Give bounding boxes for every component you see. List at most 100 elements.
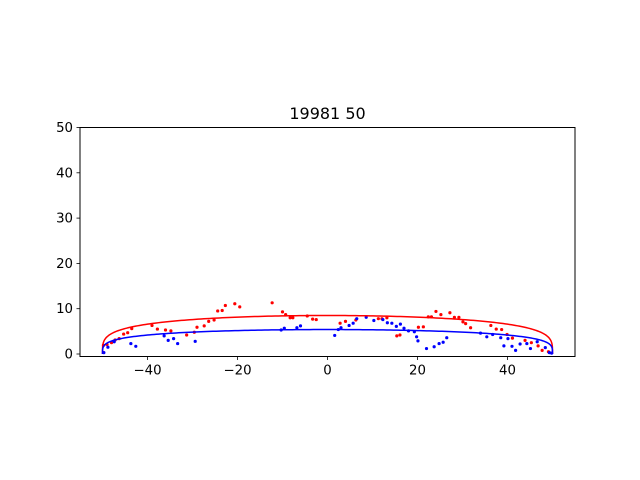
data-point: [339, 326, 343, 330]
data-point: [212, 318, 216, 322]
data-point: [434, 309, 438, 314]
series-curve-2: [101, 314, 554, 355]
data-point: [528, 346, 533, 351]
data-point: [185, 333, 189, 337]
data-point: [298, 324, 303, 328]
data-point: [394, 324, 398, 328]
data-point: [122, 332, 126, 336]
data-point: [207, 319, 211, 323]
data-point: [529, 341, 533, 345]
data-point: [280, 310, 285, 314]
data-point: [372, 318, 376, 323]
data-point: [424, 346, 429, 351]
x-tick-label: 0: [323, 364, 331, 379]
y-tick-label: 0: [65, 348, 73, 363]
data-point: [155, 327, 159, 331]
data-point: [457, 315, 461, 319]
data-point: [485, 335, 489, 339]
data-point: [193, 339, 197, 343]
data-point: [398, 333, 402, 337]
data-point: [338, 321, 342, 325]
data-point: [540, 348, 544, 352]
data-point: [535, 340, 539, 344]
data-point: [469, 326, 473, 330]
data-point: [106, 345, 110, 349]
data-point: [355, 317, 359, 321]
data-point: [288, 316, 292, 320]
chart-title: 19981 50: [289, 104, 365, 123]
data-point: [502, 344, 506, 348]
y-tick-label: 40: [56, 166, 73, 181]
data-point: [270, 301, 274, 305]
data-point: [395, 334, 399, 338]
data-point: [166, 338, 170, 343]
data-point: [333, 333, 337, 338]
data-point: [351, 321, 355, 325]
data-point: [543, 346, 547, 350]
x-tick-label: 20: [409, 364, 426, 379]
data-point: [169, 329, 173, 333]
data-point: [452, 315, 456, 319]
x-tick-label: 40: [499, 364, 516, 379]
data-point: [376, 317, 380, 321]
data-point: [220, 308, 224, 313]
data-point: [216, 309, 220, 313]
data-point: [416, 339, 420, 343]
data-point: [195, 325, 199, 329]
data-point: [499, 336, 503, 340]
y-tick-label: 50: [56, 121, 73, 136]
data-point: [506, 337, 510, 341]
data-point: [347, 323, 351, 328]
data-point: [510, 344, 514, 348]
y-tick-label: 30: [56, 212, 73, 227]
data-point: [461, 320, 465, 324]
data-point: [402, 326, 406, 330]
plot-frame: [79, 127, 576, 357]
data-point: [489, 323, 493, 328]
y-tick-label: 20: [56, 257, 73, 272]
data-point: [416, 325, 420, 329]
data-point: [385, 321, 389, 325]
y-tick-label: 10: [56, 302, 73, 317]
data-point: [464, 322, 468, 326]
data-point: [314, 317, 318, 322]
data-point: [510, 336, 515, 340]
data-point: [311, 317, 315, 321]
data-point: [398, 322, 402, 326]
data-point: [295, 326, 299, 330]
data-point: [385, 316, 389, 320]
data-point: [525, 341, 529, 346]
data-point: [448, 311, 452, 315]
plot-area: [101, 301, 554, 355]
data-point: [134, 344, 138, 348]
data-point: [238, 305, 242, 309]
data-point: [514, 348, 518, 352]
axes: −40 −20 0 20 40 0 10 20 30 40 50: [56, 121, 516, 379]
data-point: [172, 337, 176, 341]
data-point: [390, 321, 394, 325]
data-point: [202, 324, 206, 328]
data-point: [445, 336, 449, 340]
data-point: [150, 323, 154, 328]
data-point: [223, 303, 227, 308]
data-point: [432, 345, 436, 349]
data-point: [494, 327, 498, 331]
data-point: [518, 342, 522, 346]
data-point: [421, 325, 425, 329]
data-point: [126, 331, 130, 335]
data-point: [291, 316, 295, 320]
data-point: [162, 334, 166, 338]
data-point: [415, 335, 419, 339]
data-point: [500, 327, 504, 332]
data-point: [176, 341, 180, 346]
data-point: [343, 319, 348, 323]
data-point: [439, 312, 443, 317]
data-point: [163, 328, 168, 332]
data-point: [381, 317, 385, 322]
data-point: [523, 338, 527, 343]
x-tick-label: −20: [223, 364, 251, 379]
data-point: [282, 326, 286, 330]
data-point: [437, 341, 441, 346]
data-point: [441, 340, 445, 344]
